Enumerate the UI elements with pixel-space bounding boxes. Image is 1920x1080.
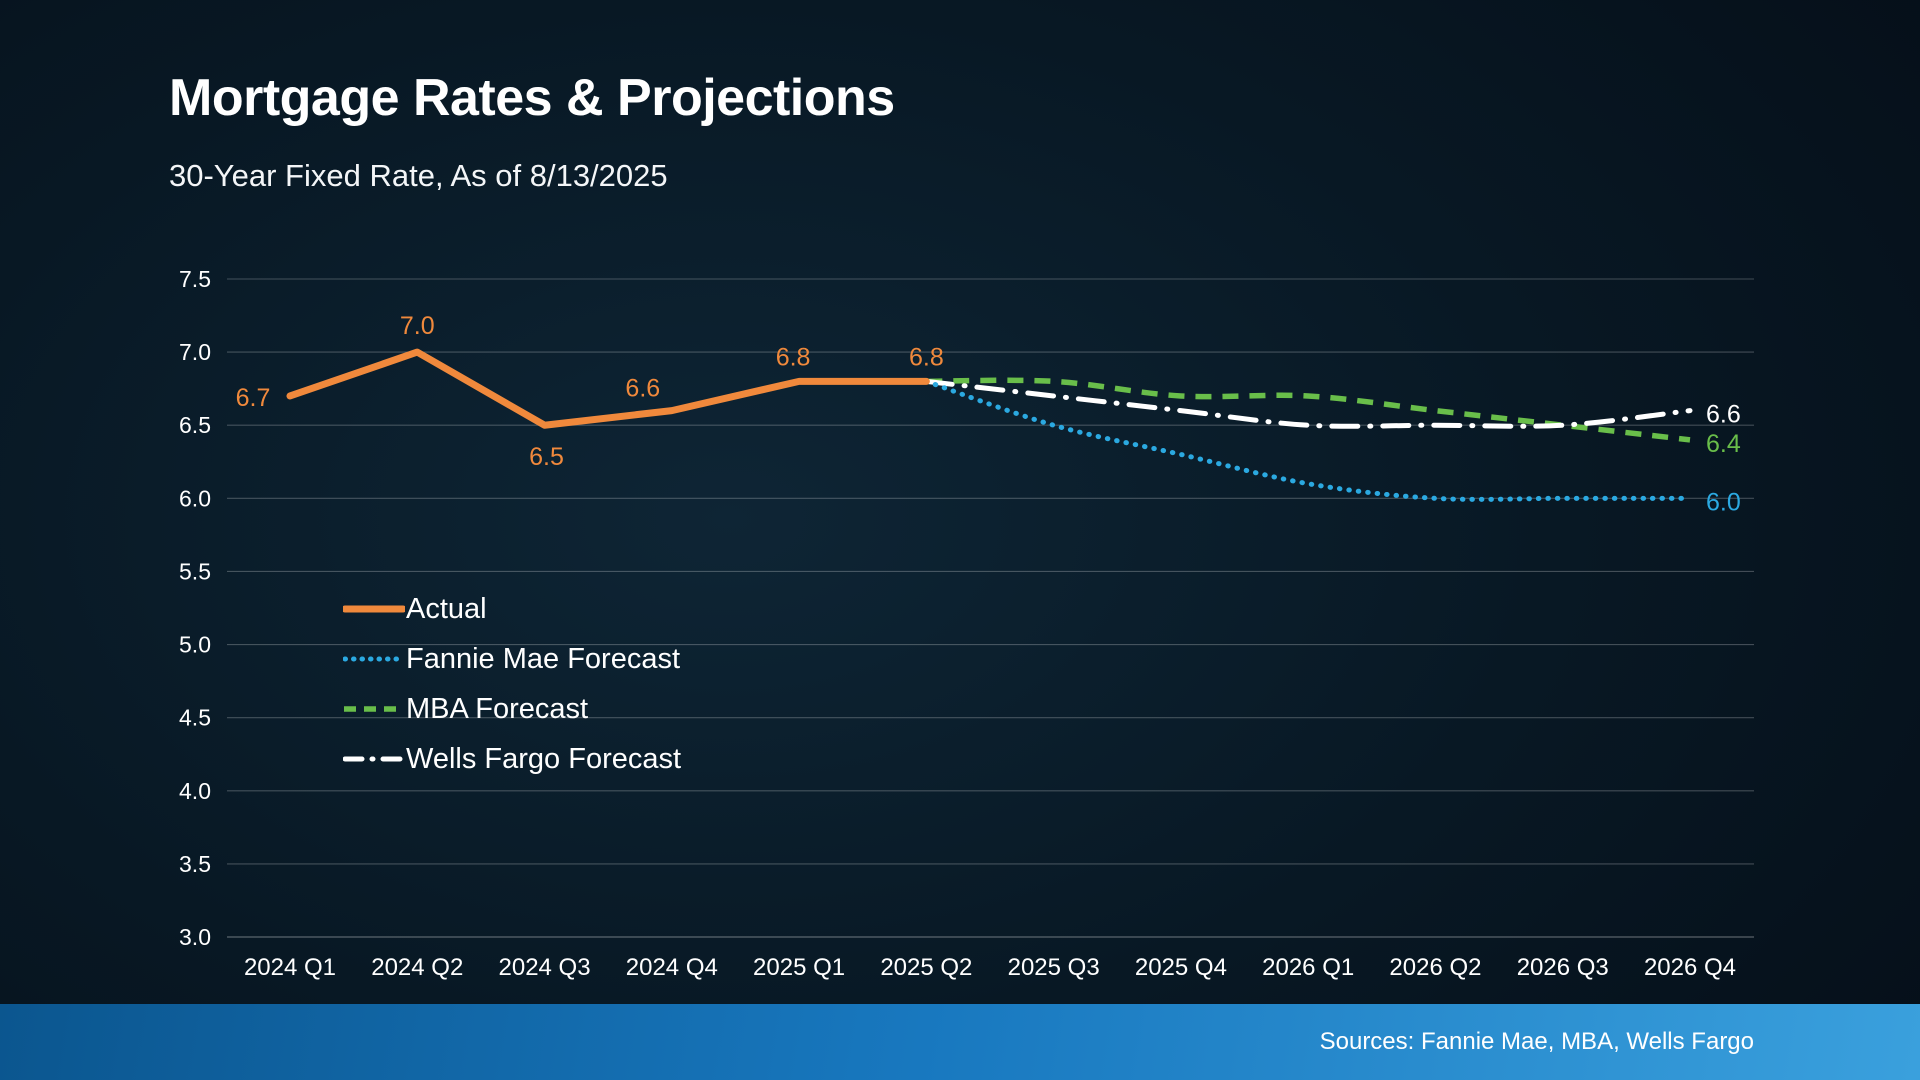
fannie-mae-line-sample-icon	[343, 656, 405, 662]
page-title: Mortgage Rates & Projections	[169, 69, 895, 127]
x-tick-label: 2024 Q3	[499, 954, 591, 981]
legend-label-actual: Actual	[406, 592, 487, 625]
y-tick-label: 3.0	[179, 924, 211, 950]
data-label: 6.7	[236, 384, 271, 412]
data-label: 6.6	[625, 375, 660, 403]
x-tick-label: 2024 Q1	[244, 954, 336, 981]
data-label: 6.5	[529, 443, 564, 471]
legend-item-mba: MBA Forecast	[343, 684, 681, 734]
page-subtitle: 30-Year Fixed Rate, As of 8/13/2025	[169, 158, 668, 193]
end-data-label: 6.6	[1706, 401, 1741, 429]
mba-line-sample-icon	[344, 706, 404, 712]
data-label: 6.8	[909, 343, 944, 371]
y-tick-label: 4.0	[179, 778, 211, 804]
y-tick-label: 7.0	[179, 339, 211, 365]
end-data-label: 6.4	[1706, 430, 1741, 458]
x-tick-label: 2026 Q4	[1644, 954, 1736, 981]
x-axis-labels: 2024 Q1 2024 Q2 2024 Q3 2024 Q4 2025 Q1 2025 …	[244, 954, 1736, 981]
legend-item-fannie-mae: Fannie Mae Forecast	[343, 634, 681, 684]
x-tick-label: 2025 Q2	[880, 954, 972, 981]
actual-line-sample-icon	[343, 605, 405, 613]
y-axis-labels: 7.5 7.0 6.5 6.0 5.5 5.0 4.5 4.0 3.5 3.0	[179, 266, 211, 950]
legend-item-actual: Actual	[343, 584, 681, 634]
legend-item-wells-fargo: Wells Fargo Forecast	[343, 734, 681, 784]
series-fannie-mae-forecast: 6.0	[923, 378, 1741, 516]
y-tick-label: 6.0	[179, 485, 211, 511]
y-tick-label: 4.5	[179, 705, 211, 731]
sources-text: Sources: Fannie Mae, MBA, Wells Fargo	[1319, 1028, 1754, 1055]
series-actual: 6.7 7.0 6.5 6.6 6.8 6.8	[236, 312, 944, 471]
y-tick-label: 5.0	[179, 632, 211, 658]
y-tick-label: 7.5	[179, 266, 211, 292]
x-tick-label: 2026 Q2	[1389, 954, 1481, 981]
y-tick-label: 6.5	[179, 412, 211, 438]
series-mba-forecast: 6.4	[926, 377, 1741, 458]
y-tick-label: 3.5	[179, 851, 211, 877]
legend-label-mba: MBA Forecast	[406, 692, 589, 725]
y-tick-label: 5.5	[179, 558, 211, 584]
series-wells-fargo-forecast: 6.6	[923, 378, 1741, 429]
data-label: 6.8	[776, 343, 811, 371]
x-tick-label: 2025 Q4	[1135, 954, 1227, 981]
x-tick-label: 2024 Q4	[626, 954, 718, 981]
data-label: 7.0	[400, 312, 435, 340]
x-tick-label: 2026 Q1	[1262, 954, 1354, 981]
x-tick-label: 2025 Q3	[1008, 954, 1100, 981]
footer-bar: Sources: Fannie Mae, MBA, Wells Fargo	[0, 1004, 1920, 1080]
legend-label-wells-fargo: Wells Fargo Forecast	[406, 742, 682, 775]
chart-legend: Actual Fannie Mae Forecast MBA Forecast …	[343, 584, 681, 784]
wells-fargo-line-sample-icon	[343, 756, 405, 762]
x-tick-label: 2025 Q1	[753, 954, 845, 981]
legend-label-fannie-mae: Fannie Mae Forecast	[406, 642, 681, 675]
x-tick-label: 2026 Q3	[1517, 954, 1609, 981]
x-tick-label: 2024 Q2	[371, 954, 463, 981]
end-data-label: 6.0	[1706, 488, 1741, 516]
